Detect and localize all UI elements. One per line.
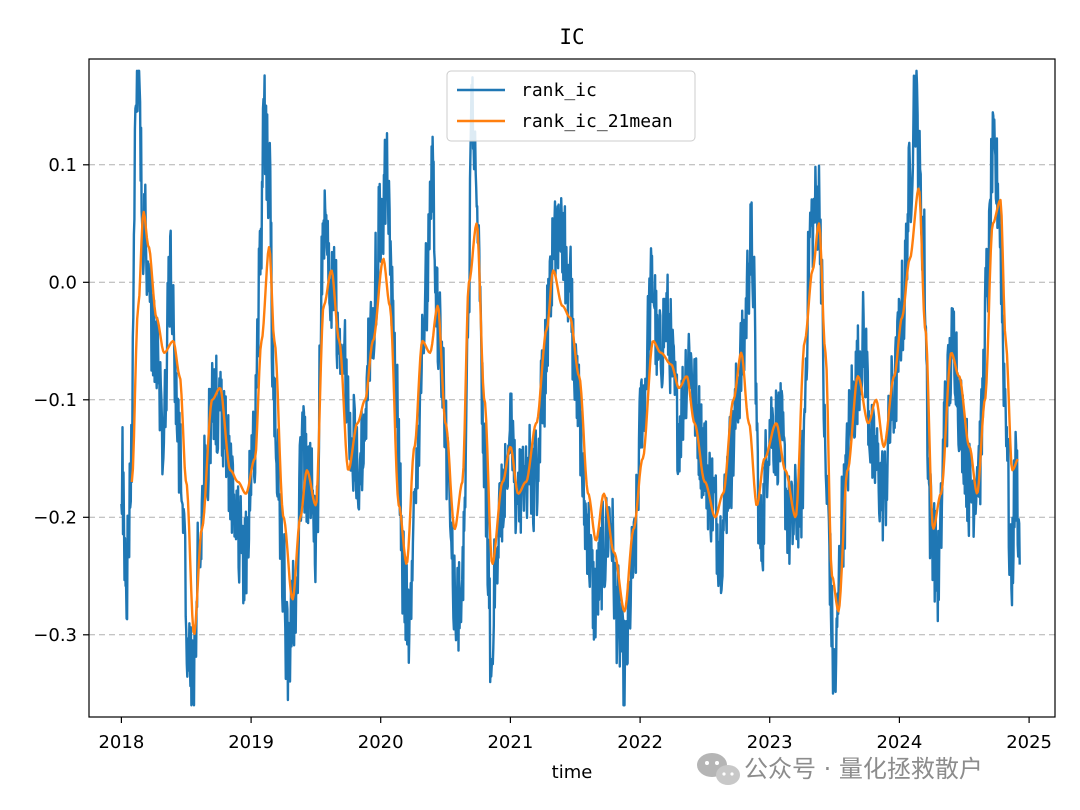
y-axis-ticks: 0.1 0.0 −0.1 −0.2 −0.3 — [33, 155, 89, 646]
x-tick-label: 2019 — [228, 732, 274, 753]
y-tick-label: 0.1 — [48, 155, 77, 176]
watermark-text: 公众号 · 量化拯救散户 — [744, 755, 983, 783]
x-axis-ticks: 2018 2019 2020 2021 2022 2023 2024 2025 — [98, 717, 1052, 753]
x-tick-label: 2025 — [1006, 732, 1052, 753]
series-line-rank-ic-21mean — [130, 187, 1019, 635]
legend: rank_ic rank_ic_21mean — [446, 70, 696, 142]
x-tick-label: 2024 — [876, 732, 922, 753]
chart-title: IC — [559, 25, 584, 49]
y-tick-label: −0.3 — [33, 625, 77, 646]
x-tick-label: 2022 — [617, 732, 663, 753]
legend-box — [446, 70, 696, 142]
x-tick-label: 2020 — [358, 732, 404, 753]
x-tick-label: 2021 — [487, 732, 533, 753]
x-axis-label: time — [552, 762, 593, 783]
legend-label-rank-ic: rank_ic — [521, 80, 597, 101]
watermark: 公众号 · 量化拯救散户 — [697, 753, 983, 785]
y-tick-label: −0.1 — [33, 390, 77, 411]
series-line-rank-ic — [120, 69, 1021, 707]
x-tick-label: 2023 — [747, 732, 793, 753]
y-tick-label: −0.2 — [33, 507, 77, 528]
series-lines — [120, 69, 1021, 707]
plot-area-frame — [88, 58, 1056, 718]
y-tick-label: 0.0 — [48, 272, 77, 293]
x-tick-label: 2018 — [98, 732, 144, 753]
wechat-icon — [697, 753, 740, 785]
legend-label-rank-ic-21mean: rank_ic_21mean — [521, 111, 673, 132]
